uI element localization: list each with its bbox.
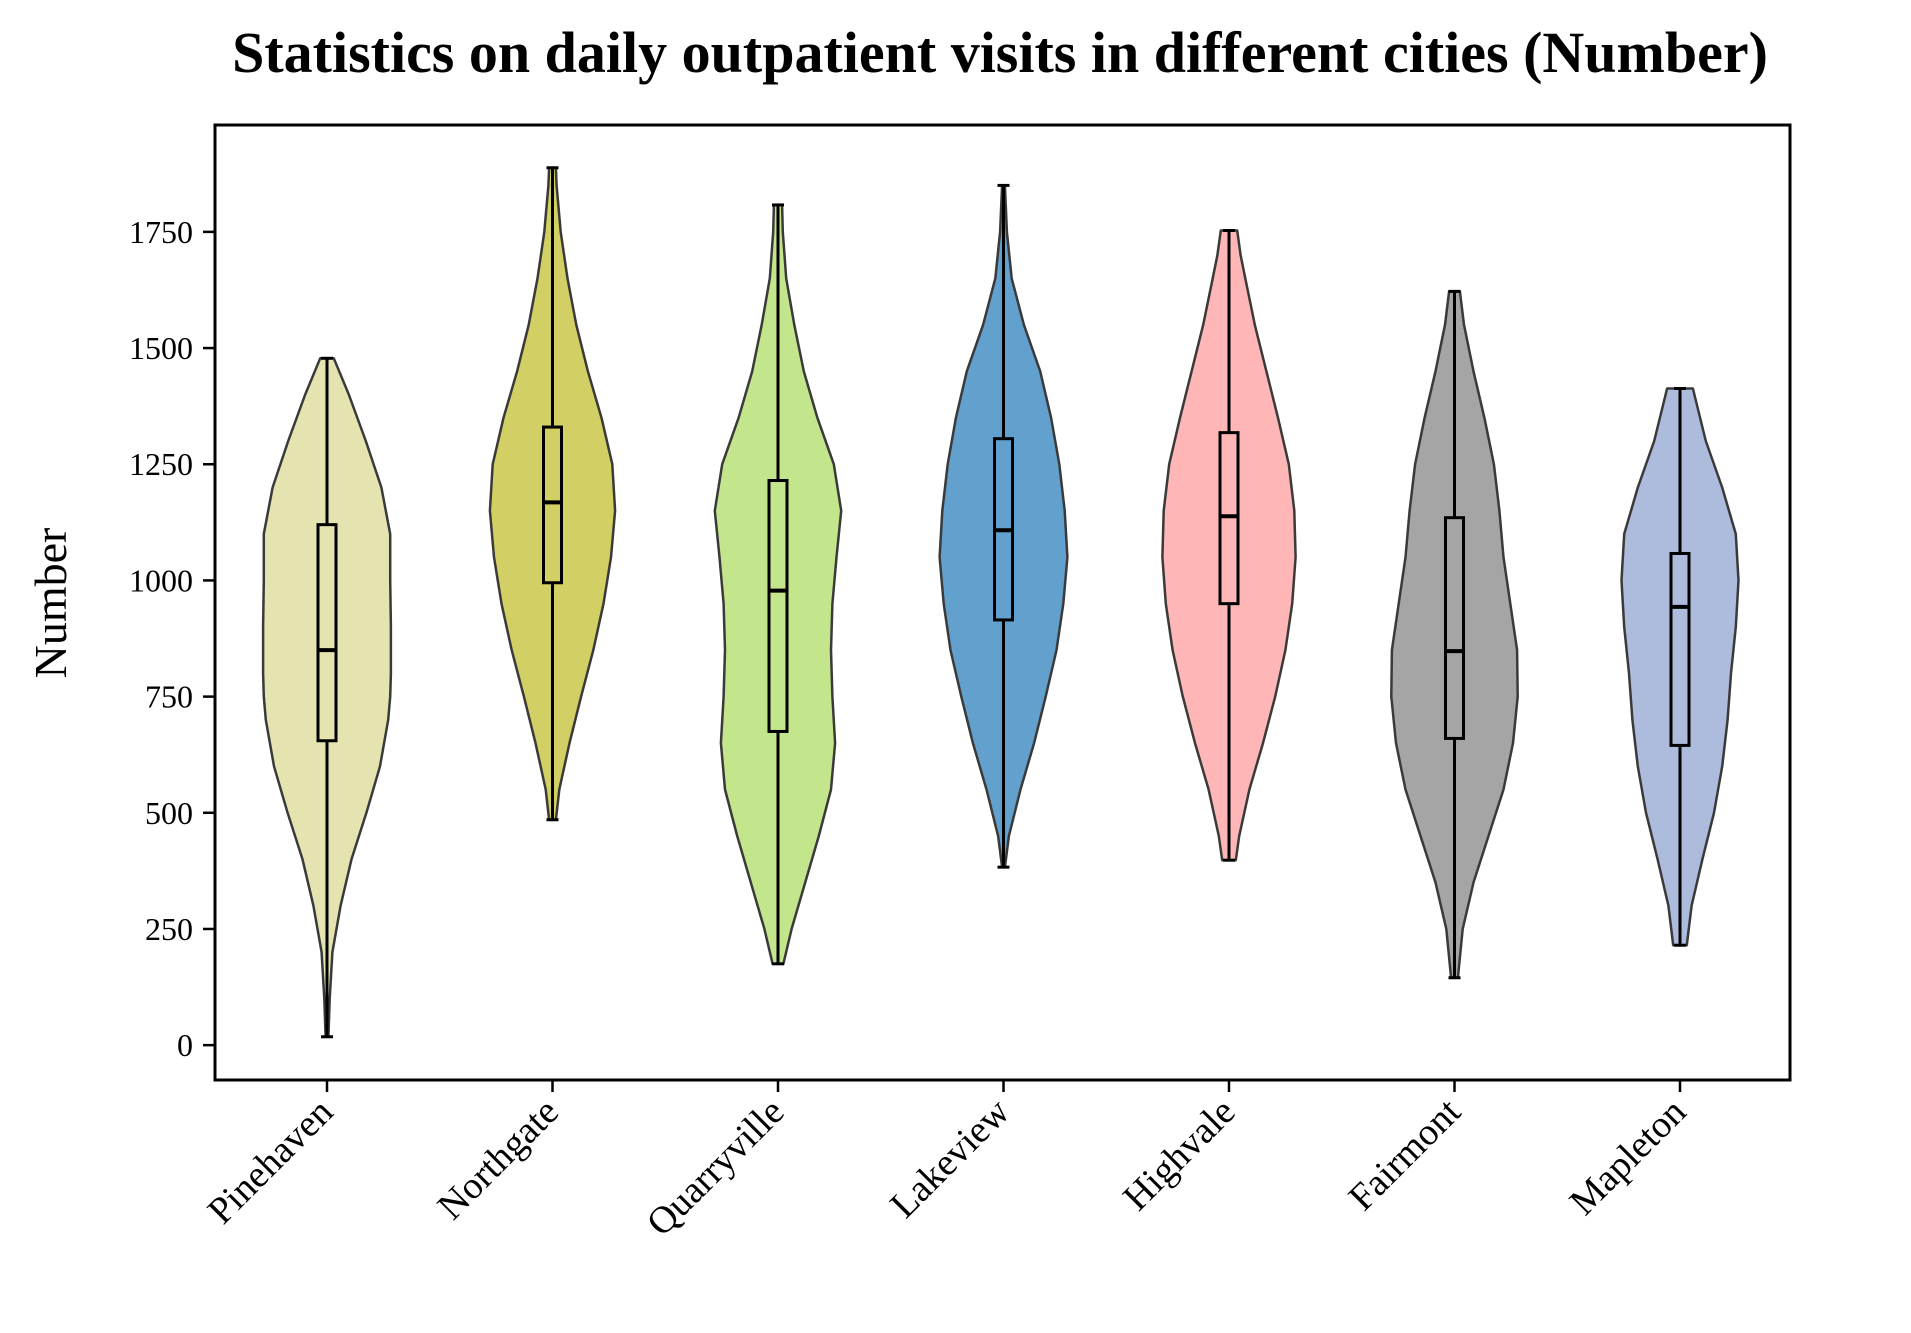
iqr-box [1444,516,1465,740]
x-tick-label: Mapleton [1562,1091,1695,1224]
x-tick-label: Quarryville [639,1091,793,1245]
plot-area: 0 250 500 750 1000 1250 1500 1750 Pinehaven North… [129,166,1740,1245]
iqr-box [316,523,338,743]
x-tick-label: Lakeview [882,1090,1018,1226]
x-tick-label: Fairmont [1341,1090,1470,1219]
iqr-box [542,425,563,585]
y-tick-label: 750 [145,679,193,715]
iqr-box [1669,551,1691,747]
y-tick-label: 0 [177,1027,193,1063]
y-tick-label: 1250 [129,446,193,482]
y-tick-label: 500 [145,795,193,831]
chart-title: Statistics on daily outpatient visits in… [232,20,1768,85]
y-tick-label: 1500 [129,330,193,366]
y-tick-label: 1750 [129,214,193,250]
iqr-box [767,479,789,733]
y-axis-label: Number [25,528,76,679]
x-tick-label: Pinehaven [200,1091,342,1233]
y-tick-label: 1000 [129,562,193,598]
y-tick-label: 250 [145,911,193,947]
x-tick-label: Highvale [1115,1091,1243,1219]
x-tick-label: Northgate [430,1091,567,1228]
plot-frame [213,123,1792,1082]
